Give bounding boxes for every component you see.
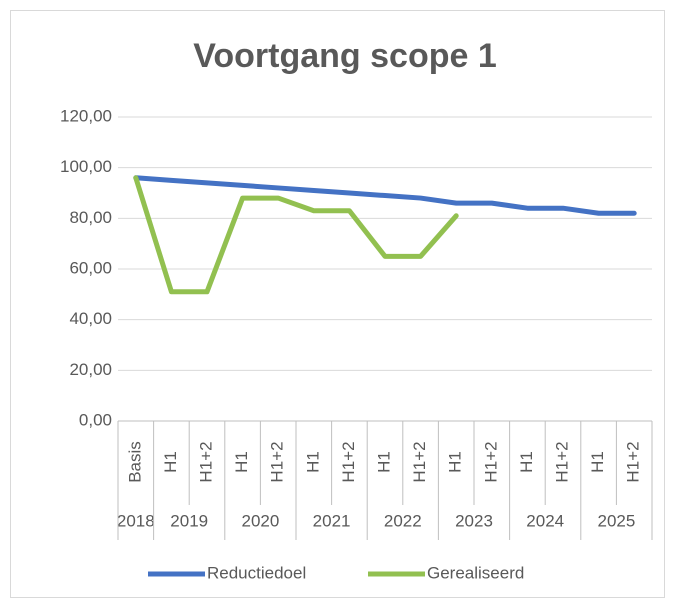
x-tick-label: H1+2: [624, 441, 643, 482]
y-tick-label: 120,00: [60, 106, 112, 125]
series-line: [133, 175, 459, 295]
group-label: 2019: [170, 511, 208, 530]
y-tick-label: 40,00: [69, 309, 112, 328]
series-line: [133, 175, 637, 216]
chart-frame: [10, 10, 665, 598]
group-label: 2022: [384, 511, 422, 530]
group-label: 2020: [241, 511, 279, 530]
x-tick-label: H1: [517, 451, 536, 473]
legend-label: Reductiedoel: [207, 563, 306, 582]
x-tick-label: Basis: [125, 441, 144, 483]
group-label: 2024: [526, 511, 564, 530]
x-tick-label: H1+2: [552, 441, 571, 482]
x-tick-label: H1: [161, 451, 180, 473]
x-tick-label: H1+2: [481, 441, 500, 482]
x-tick-label: H1: [232, 451, 251, 473]
legend-label: Gerealiseerd: [427, 563, 524, 582]
y-tick-label: 0,00: [79, 410, 112, 429]
y-tick-label: 60,00: [69, 258, 112, 277]
x-tick-label: H1: [446, 451, 465, 473]
x-tick-label: H1+2: [410, 441, 429, 482]
x-tick-label: H1+2: [268, 441, 287, 482]
group-label: 2018: [117, 511, 155, 530]
group-label: 2025: [597, 511, 635, 530]
x-tick-label: H1+2: [339, 441, 358, 482]
y-tick-label: 80,00: [69, 208, 112, 227]
x-tick-label: H1: [374, 451, 393, 473]
group-label: 2023: [455, 511, 493, 530]
x-tick-label: H1+2: [196, 441, 215, 482]
y-tick-label: 20,00: [69, 360, 112, 379]
group-label: 2021: [313, 511, 351, 530]
x-tick-label: H1: [303, 451, 322, 473]
x-tick-label: H1: [588, 451, 607, 473]
y-tick-label: 100,00: [60, 157, 112, 176]
chart-title: Voortgang scope 1: [193, 37, 497, 75]
